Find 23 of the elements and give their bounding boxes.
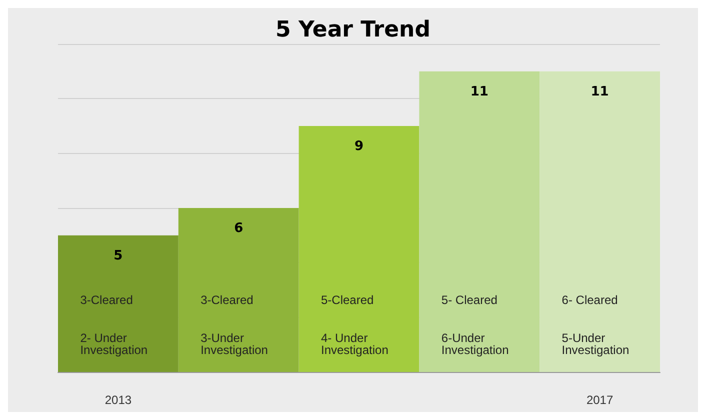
annotation: 5- Cleared (441, 293, 498, 307)
annotation: 6-Under Investigation (441, 331, 509, 357)
bar (58, 235, 178, 372)
annotation: 2- Under Investigation (80, 331, 148, 357)
bar (540, 71, 660, 372)
annotation: 3-Cleared (200, 293, 254, 307)
bar (419, 71, 540, 372)
annotation: 3-Cleared (80, 293, 133, 307)
data-label: 11 (590, 84, 609, 100)
annotation: 5-Cleared (321, 293, 374, 307)
bar (298, 126, 420, 372)
data-label: 9 (354, 139, 364, 154)
data-label: 5 (114, 248, 123, 264)
annotation: 4- Under Investigation (321, 331, 388, 357)
data-label: 6 (234, 221, 244, 236)
x-tick-label: 2013 (104, 393, 132, 407)
annotation: 3-Under Investigation (200, 331, 268, 357)
bar (178, 208, 299, 372)
x-tick-label: 2017 (586, 393, 614, 407)
annotation: 6- Cleared (562, 293, 618, 307)
chart-title: 5 Year Trend (276, 18, 430, 42)
data-label: 11 (470, 84, 488, 100)
annotation: 5-Under Investigation (562, 331, 630, 357)
